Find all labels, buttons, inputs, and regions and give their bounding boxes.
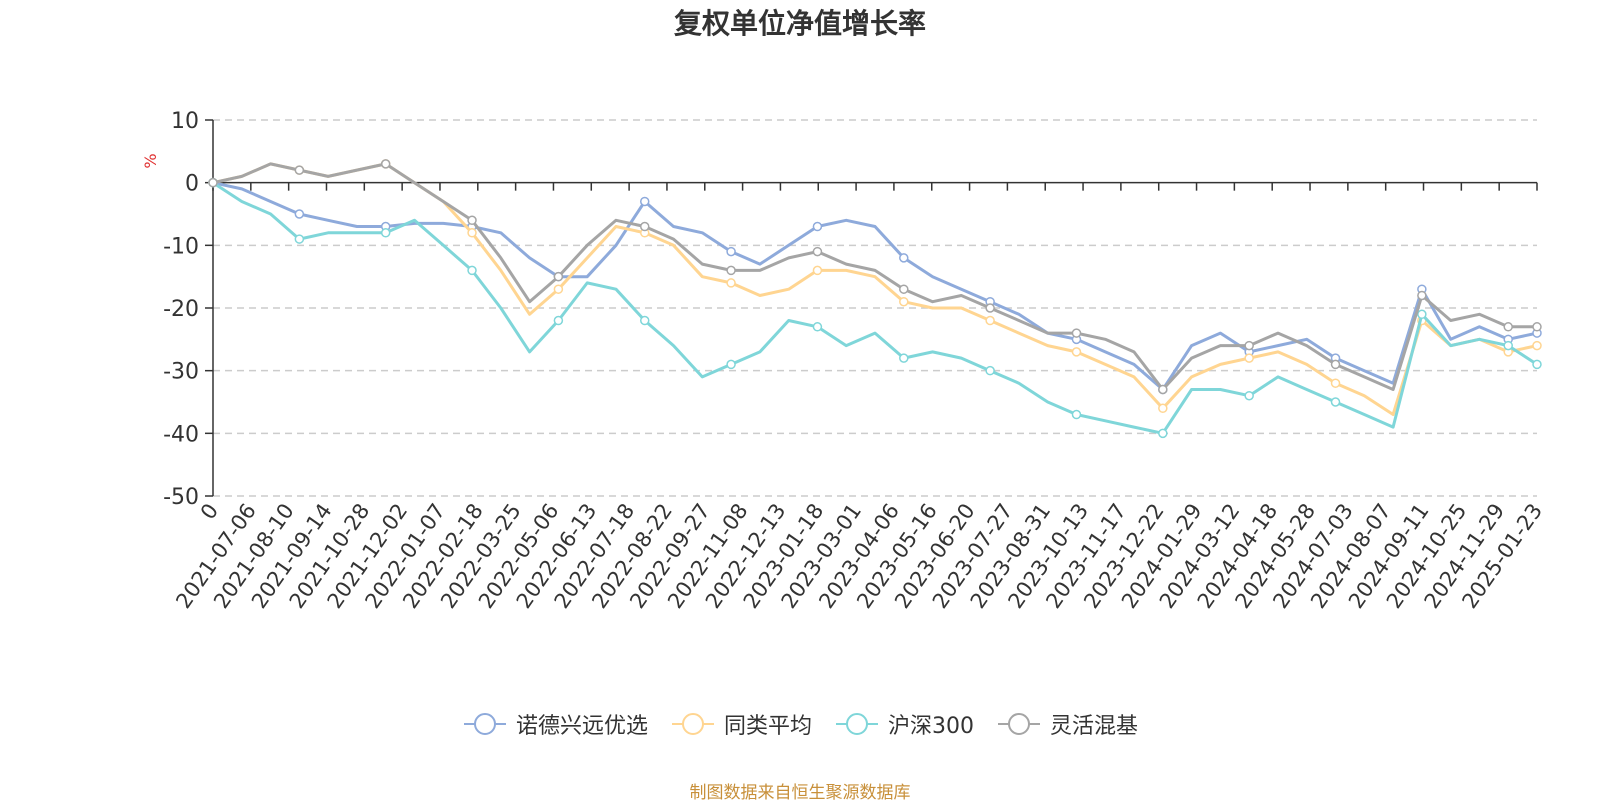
- x-tick-label: 0: [196, 499, 223, 524]
- data-point: [1071, 409, 1082, 420]
- series-line-0: [212, 181, 1538, 391]
- data-point: [812, 265, 823, 276]
- data-point: [553, 315, 564, 326]
- data-point: [294, 234, 305, 244]
- legend: 诺德兴远优选 同类平均 沪深300 灵活混基: [0, 708, 1600, 740]
- data-point: [1244, 340, 1254, 351]
- data-point: [726, 278, 736, 288]
- data-point: [208, 177, 218, 188]
- y-tick-label: -10: [163, 234, 199, 259]
- legend-label: 沪深300: [888, 714, 974, 739]
- y-tick-label: -40: [163, 422, 199, 447]
- data-point: [899, 284, 909, 294]
- data-point: [1158, 428, 1168, 439]
- data-point: [1503, 340, 1513, 351]
- data-point: [1158, 403, 1168, 414]
- legend-label: 同类平均: [723, 714, 812, 739]
- legend-marker-icon: [836, 713, 878, 735]
- data-point: [467, 265, 477, 276]
- data-point: [639, 221, 650, 232]
- data-point: [726, 265, 736, 276]
- data-point: [726, 246, 736, 257]
- axis-layer: [205, 119, 1538, 497]
- chart-title: 复权单位净值增长率: [673, 7, 926, 40]
- data-point: [1532, 340, 1542, 351]
- data-point: [294, 165, 305, 175]
- data-point: [467, 228, 477, 238]
- data-point: [553, 271, 564, 282]
- legend-label: 灵活混基: [1050, 714, 1139, 739]
- legend-item-fund[interactable]: 诺德兴远优选: [462, 708, 648, 740]
- source-note: 制图数据来自恒生聚源数据库: [689, 783, 911, 803]
- data-point: [985, 365, 995, 376]
- grid-layer: [213, 119, 1537, 497]
- data-point: [553, 284, 564, 294]
- y-tick-label: -50: [163, 485, 199, 510]
- data-point: [380, 159, 391, 169]
- legend-marker-icon: [998, 713, 1040, 735]
- data-point: [1503, 322, 1513, 332]
- y-tick-label: -20: [163, 297, 199, 322]
- legend-item-flexible-mixed[interactable]: 灵活混基: [996, 708, 1138, 740]
- data-point: [812, 246, 823, 257]
- y-axis-unit: %: [141, 153, 160, 168]
- data-point: [1071, 347, 1082, 357]
- data-point: [1330, 359, 1341, 370]
- data-point: [1330, 397, 1341, 407]
- series-line-2: [212, 181, 1538, 435]
- y-tick-label: 0: [185, 172, 199, 197]
- data-point: [1244, 390, 1254, 401]
- data-point: [1417, 290, 1427, 301]
- data-point: [1244, 353, 1254, 363]
- data-point: [380, 228, 391, 238]
- data-point: [812, 221, 823, 232]
- legend-label: 诺德兴远优选: [515, 714, 648, 739]
- data-point: [812, 322, 823, 332]
- legend-marker-icon: [671, 713, 714, 735]
- legend-marker-icon: [463, 713, 506, 735]
- y-tick-label: 10: [171, 109, 199, 134]
- data-point: [985, 315, 995, 326]
- legend-item-peer-average[interactable]: 同类平均: [670, 708, 812, 740]
- data-point: [1417, 309, 1427, 320]
- data-point: [1532, 359, 1542, 370]
- data-point: [899, 353, 909, 363]
- data-point: [985, 303, 995, 313]
- data-point: [899, 253, 909, 263]
- data-point: [467, 215, 477, 226]
- series-line-3: [212, 162, 1537, 391]
- data-point: [1532, 322, 1542, 332]
- series-layer: [208, 159, 1542, 439]
- data-point: [294, 209, 305, 219]
- data-point: [1071, 328, 1082, 338]
- data-point: [899, 296, 909, 307]
- data-point: [639, 315, 650, 326]
- data-point: [1330, 378, 1341, 388]
- series-line-1: [212, 162, 1538, 416]
- data-point: [639, 196, 650, 207]
- y-tick-label: -30: [163, 360, 199, 385]
- legend-item-csi300[interactable]: 沪深300: [834, 708, 974, 740]
- data-point: [1158, 384, 1168, 395]
- data-point: [726, 359, 736, 370]
